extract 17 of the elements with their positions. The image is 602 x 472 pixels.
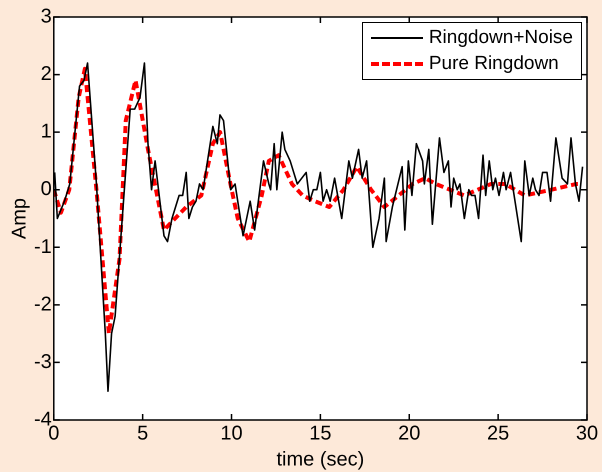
x-tick-label: 10	[220, 422, 243, 445]
y-tick-label: 0	[40, 178, 52, 200]
x-tick-label: 30	[576, 422, 598, 445]
y-tick-label: -1	[34, 236, 52, 258]
x-axis-title: time (sec)	[276, 448, 364, 471]
y-axis-title: Amp	[8, 198, 31, 240]
y-tick-label: 2	[40, 63, 52, 86]
y-tick-label: 1	[40, 120, 52, 143]
legend-label: Ringdown+Noise	[428, 27, 573, 49]
y-tick-label: 3	[40, 6, 52, 28]
x-tick-label: 25	[487, 422, 510, 445]
x-tick-label: 15	[309, 422, 332, 445]
x-tick-label: 5	[137, 422, 148, 445]
legend-label: Pure Ringdown	[428, 53, 559, 75]
y-tick-label: -2	[34, 293, 52, 316]
x-tick-label: 20	[398, 422, 420, 445]
y-tick-label: -3	[34, 350, 52, 373]
